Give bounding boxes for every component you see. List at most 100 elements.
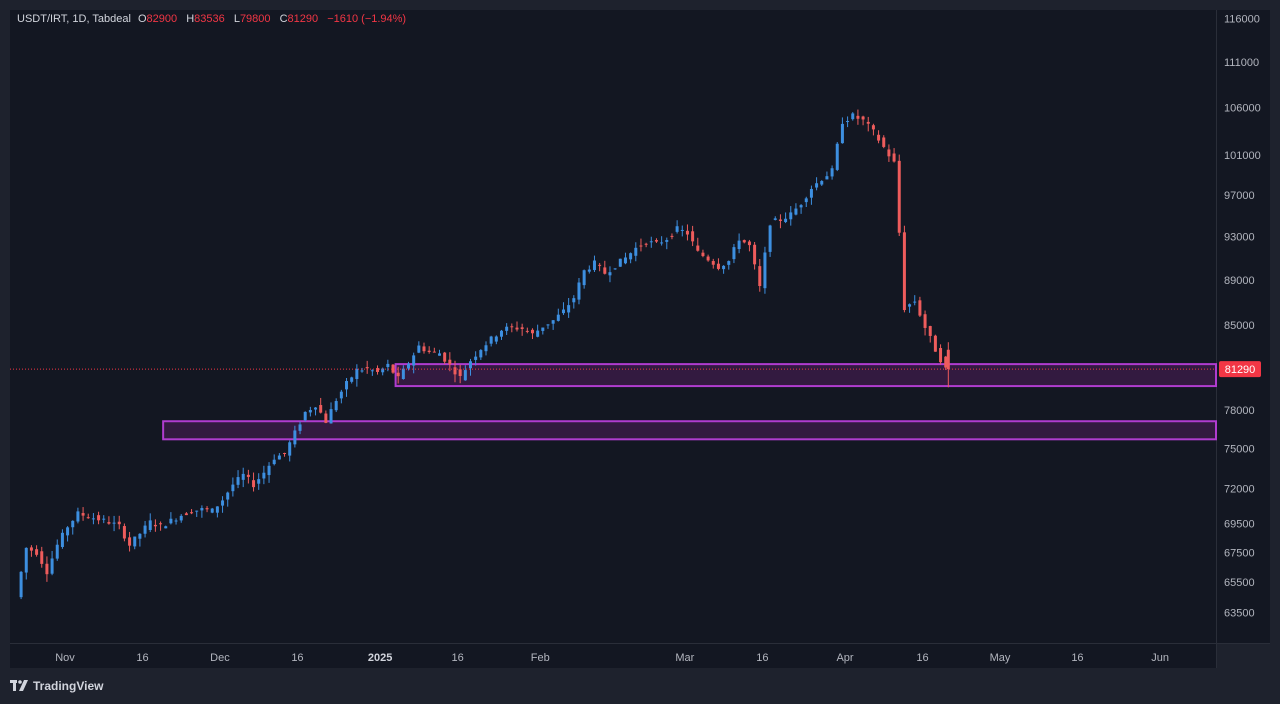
candle-body-71 [386,363,390,368]
candle-body-44 [246,474,250,477]
candle-body-67 [365,367,369,369]
candle-body-129 [685,230,689,235]
candle-body-78 [422,346,426,352]
candle-body-166 [877,134,881,141]
candle-body-98 [525,330,529,332]
candle-body-64 [350,377,354,382]
candle-body-179 [944,356,948,368]
time-tick-label-4: 2025 [368,652,392,664]
candle-body-40 [226,492,230,500]
legend-change-value: −1610 (−1.94%) [327,13,407,25]
candle-body-136 [722,265,726,270]
legend-high-label: H [186,13,195,25]
candle-body-9 [66,527,70,536]
candle-body-48 [267,465,271,476]
candle-body-88 [474,356,478,360]
candle-body-14 [91,518,95,520]
candle-body-104 [556,314,560,321]
candle-body-3 [35,549,39,555]
candle-body-17 [107,522,111,524]
candle-body-163 [861,116,865,120]
tradingview-logo-icon [10,680,28,691]
candle-body-28 [164,526,168,529]
candle-body-121 [644,243,648,245]
candle-body-155 [820,181,824,185]
candle-body-36 [205,508,209,510]
candle-body-70 [381,368,385,373]
candle-body-144 [763,252,767,289]
candle-body-49 [272,459,276,465]
candle-body-83 [448,359,452,365]
price-tick-label-89000: 89000 [1224,275,1255,287]
candle-body-148 [784,218,788,223]
time-tick-label-6: Feb [531,652,550,664]
resistance-zone-upper [394,363,1218,388]
candle-body-137 [727,261,731,265]
current-price-tag-label: 81290 [1225,364,1256,376]
candle-body-54 [298,424,302,431]
candle-body-33 [190,512,194,514]
candle-body-178 [939,348,943,363]
candle-body-10 [71,520,75,528]
candle-body-113 [603,267,607,274]
tradingview-brand[interactable]: TradingView [10,679,103,693]
candle-body-30 [174,520,178,522]
candle-body-39 [221,500,225,506]
candle-body-75 [407,363,411,369]
candle-body-20 [122,526,126,539]
candle-body-107 [572,298,576,303]
time-axis [10,644,1216,668]
time-tick-label-5: 16 [451,652,463,664]
candle-body-149 [789,212,793,220]
candle-body-37 [210,508,214,513]
candle-body-6 [50,558,54,574]
candle-body-53 [293,430,297,445]
candle-body-175 [923,314,927,328]
candle-body-15 [97,515,101,521]
price-tick-label-85000: 85000 [1224,320,1255,332]
candle-body-171 [902,232,906,311]
candle-body-131 [696,245,700,251]
candle-body-167 [882,137,886,147]
candle-body-106 [567,305,571,313]
candle-body-2 [29,547,33,551]
legend-close-value: 81290 [287,13,319,25]
legend-low-label: L [233,13,240,25]
candle-body-154 [815,183,819,188]
candle-body-16 [102,518,106,520]
tradingview-brand-label: TradingView [33,679,104,693]
candle-body-135 [716,263,720,269]
candle-body-79 [427,350,431,353]
candle-body-132 [701,252,705,257]
price-tick-label-69500: 69500 [1224,519,1255,531]
time-tick-label-8: 16 [756,652,768,664]
candle-body-45 [252,480,256,488]
candle-body-157 [830,168,834,177]
candle-body-90 [484,345,488,352]
candle-body-133 [706,256,710,261]
candle-body-5 [45,563,49,575]
candle-body-140 [742,240,746,243]
candle-body-38 [215,506,219,513]
candle-body-173 [913,301,917,303]
candle-body-142 [753,244,757,265]
candle-body-161 [851,113,855,120]
candle-body-13 [86,517,90,519]
candle-body-86 [463,370,467,381]
candle-body-42 [236,477,240,485]
candle-body-60 [329,409,333,424]
price-tick-label-63500: 63500 [1224,608,1255,620]
candle-body-61 [334,401,338,411]
price-tick-label-93000: 93000 [1224,231,1255,243]
candle-body-32 [184,513,188,516]
time-tick-label-12: 16 [1071,652,1083,664]
time-tick-label-11: May [990,652,1011,664]
candle-body-145 [768,225,772,252]
candle-body-81 [438,353,442,356]
candle-body-57 [314,407,318,410]
candle-body-47 [262,472,266,479]
candle-body-8 [60,532,64,547]
time-tick-label-13: Jun [1151,652,1169,664]
candle-body-168 [887,149,891,157]
